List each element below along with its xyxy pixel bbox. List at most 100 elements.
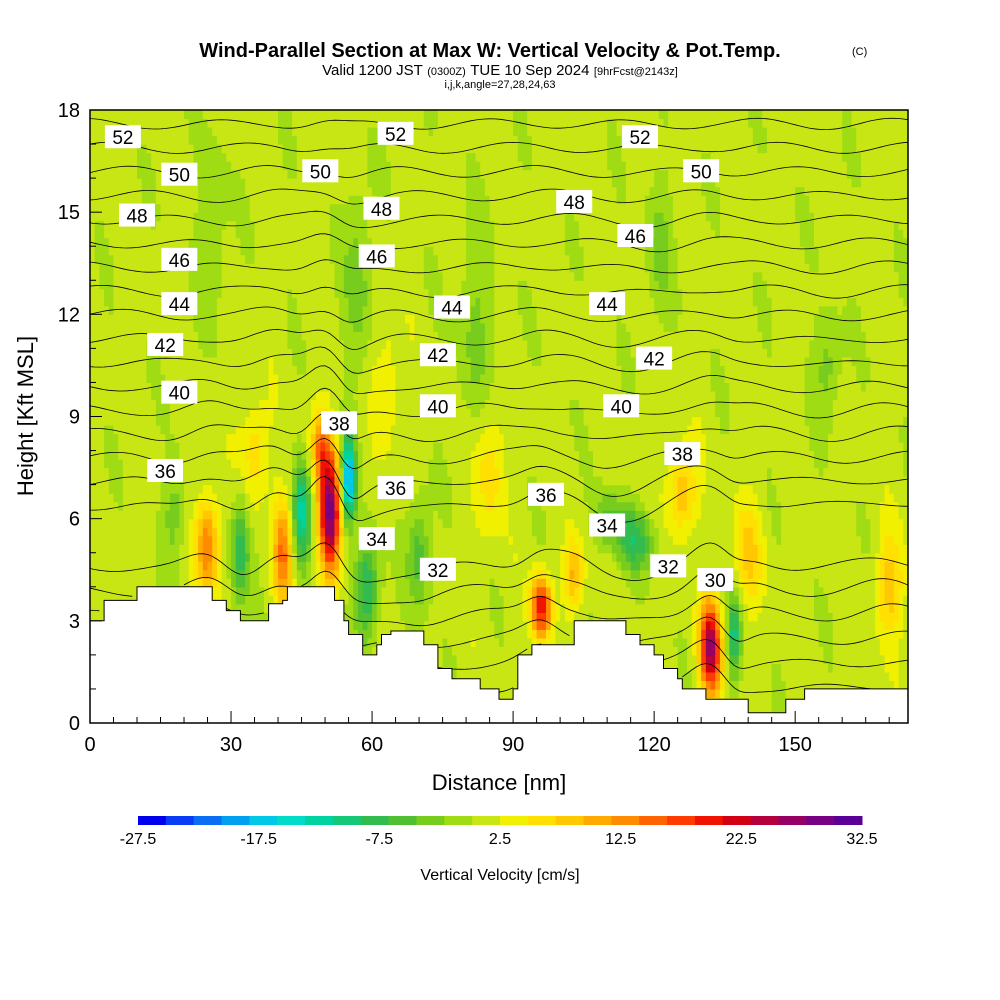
velocity-cell <box>282 399 289 409</box>
velocity-cell <box>198 459 204 469</box>
velocity-cell <box>263 339 270 349</box>
velocity-cell <box>184 399 190 409</box>
velocity-cell <box>235 297 242 307</box>
velocity-cell <box>216 280 223 290</box>
velocity-cell <box>221 407 227 418</box>
velocity-cell <box>404 314 411 324</box>
velocity-cell <box>386 110 392 120</box>
velocity-cell <box>376 552 383 562</box>
velocity-cell <box>325 339 331 349</box>
velocity-cell <box>254 331 260 341</box>
velocity-cell <box>141 127 148 137</box>
velocity-cell <box>221 467 227 477</box>
velocity-cell <box>90 433 96 443</box>
velocity-cell <box>90 561 96 571</box>
velocity-cell <box>122 493 129 503</box>
velocity-cell <box>296 433 303 443</box>
velocity-cell <box>179 203 185 213</box>
velocity-cell <box>207 203 213 213</box>
velocity-cell <box>395 578 401 588</box>
velocity-cell <box>273 161 279 171</box>
velocity-cell <box>263 237 270 247</box>
velocity-cell <box>90 527 96 537</box>
velocity-cell <box>343 518 350 528</box>
velocity-cell <box>301 365 307 375</box>
velocity-cell <box>155 373 162 384</box>
velocity-cell <box>348 144 354 154</box>
velocity-cell <box>390 339 397 349</box>
velocity-cell <box>249 229 256 239</box>
velocity-cell <box>348 527 354 537</box>
velocity-cell <box>221 442 227 452</box>
velocity-cell <box>212 399 218 409</box>
velocity-cell <box>409 578 415 588</box>
velocity-cell <box>301 476 307 486</box>
velocity-cell <box>132 493 138 503</box>
velocity-cell <box>165 527 171 537</box>
velocity-cell <box>132 152 138 162</box>
velocity-cell <box>400 365 406 375</box>
velocity-cell <box>372 186 378 196</box>
velocity-cell <box>329 212 336 222</box>
velocity-cell <box>400 263 406 273</box>
velocity-cell <box>160 535 166 545</box>
velocity-cell <box>226 263 232 273</box>
velocity-cell <box>362 442 368 452</box>
velocity-cell <box>240 552 246 562</box>
velocity-cell <box>362 220 368 230</box>
velocity-cell <box>254 161 260 171</box>
velocity-cell <box>310 467 317 477</box>
velocity-cell <box>132 263 138 273</box>
velocity-cell <box>212 416 218 426</box>
velocity-cell <box>198 561 204 571</box>
velocity-cell <box>348 586 354 596</box>
velocity-cell <box>174 135 180 145</box>
velocity-cell <box>141 271 148 281</box>
velocity-cell <box>226 297 232 307</box>
velocity-cell <box>216 578 223 588</box>
velocity-cell <box>169 135 176 145</box>
velocity-cell <box>94 612 100 622</box>
velocity-cell <box>381 288 387 298</box>
velocity-cell <box>226 348 232 358</box>
velocity-cell <box>367 493 373 503</box>
velocity-cell <box>207 399 213 409</box>
velocity-cell <box>404 144 411 154</box>
velocity-cell <box>282 297 289 307</box>
velocity-cell <box>320 348 326 358</box>
velocity-cell <box>381 612 387 622</box>
velocity-cell <box>390 382 397 392</box>
velocity-cell <box>395 544 401 554</box>
velocity-cell <box>249 271 256 281</box>
velocity-cell <box>221 322 227 332</box>
velocity-cell <box>146 569 152 579</box>
velocity-cell <box>376 569 383 579</box>
velocity-cell <box>315 535 321 545</box>
velocity-cell <box>184 459 190 469</box>
velocity-cell <box>155 382 162 392</box>
velocity-cell <box>386 288 392 298</box>
velocity-cell <box>160 484 166 494</box>
velocity-cell <box>367 348 373 358</box>
velocity-cell <box>343 212 350 222</box>
velocity-cell <box>108 586 115 596</box>
velocity-cell <box>122 118 129 128</box>
velocity-cell <box>240 493 246 503</box>
velocity-cell <box>348 237 354 247</box>
velocity-cell <box>231 416 237 426</box>
velocity-cell <box>249 561 256 571</box>
velocity-cell <box>132 433 138 443</box>
velocity-cell <box>151 493 157 503</box>
velocity-cell <box>339 450 345 460</box>
velocity-cell <box>240 254 246 264</box>
velocity-cell <box>155 322 162 332</box>
velocity-cell <box>357 399 364 409</box>
velocity-cell <box>343 561 350 571</box>
velocity-cell <box>151 178 157 188</box>
velocity-cell <box>329 186 336 196</box>
velocity-cell <box>259 237 265 247</box>
velocity-cell <box>287 382 293 392</box>
velocity-cell <box>202 425 209 435</box>
velocity-cell <box>348 161 354 171</box>
velocity-cell <box>259 365 265 375</box>
